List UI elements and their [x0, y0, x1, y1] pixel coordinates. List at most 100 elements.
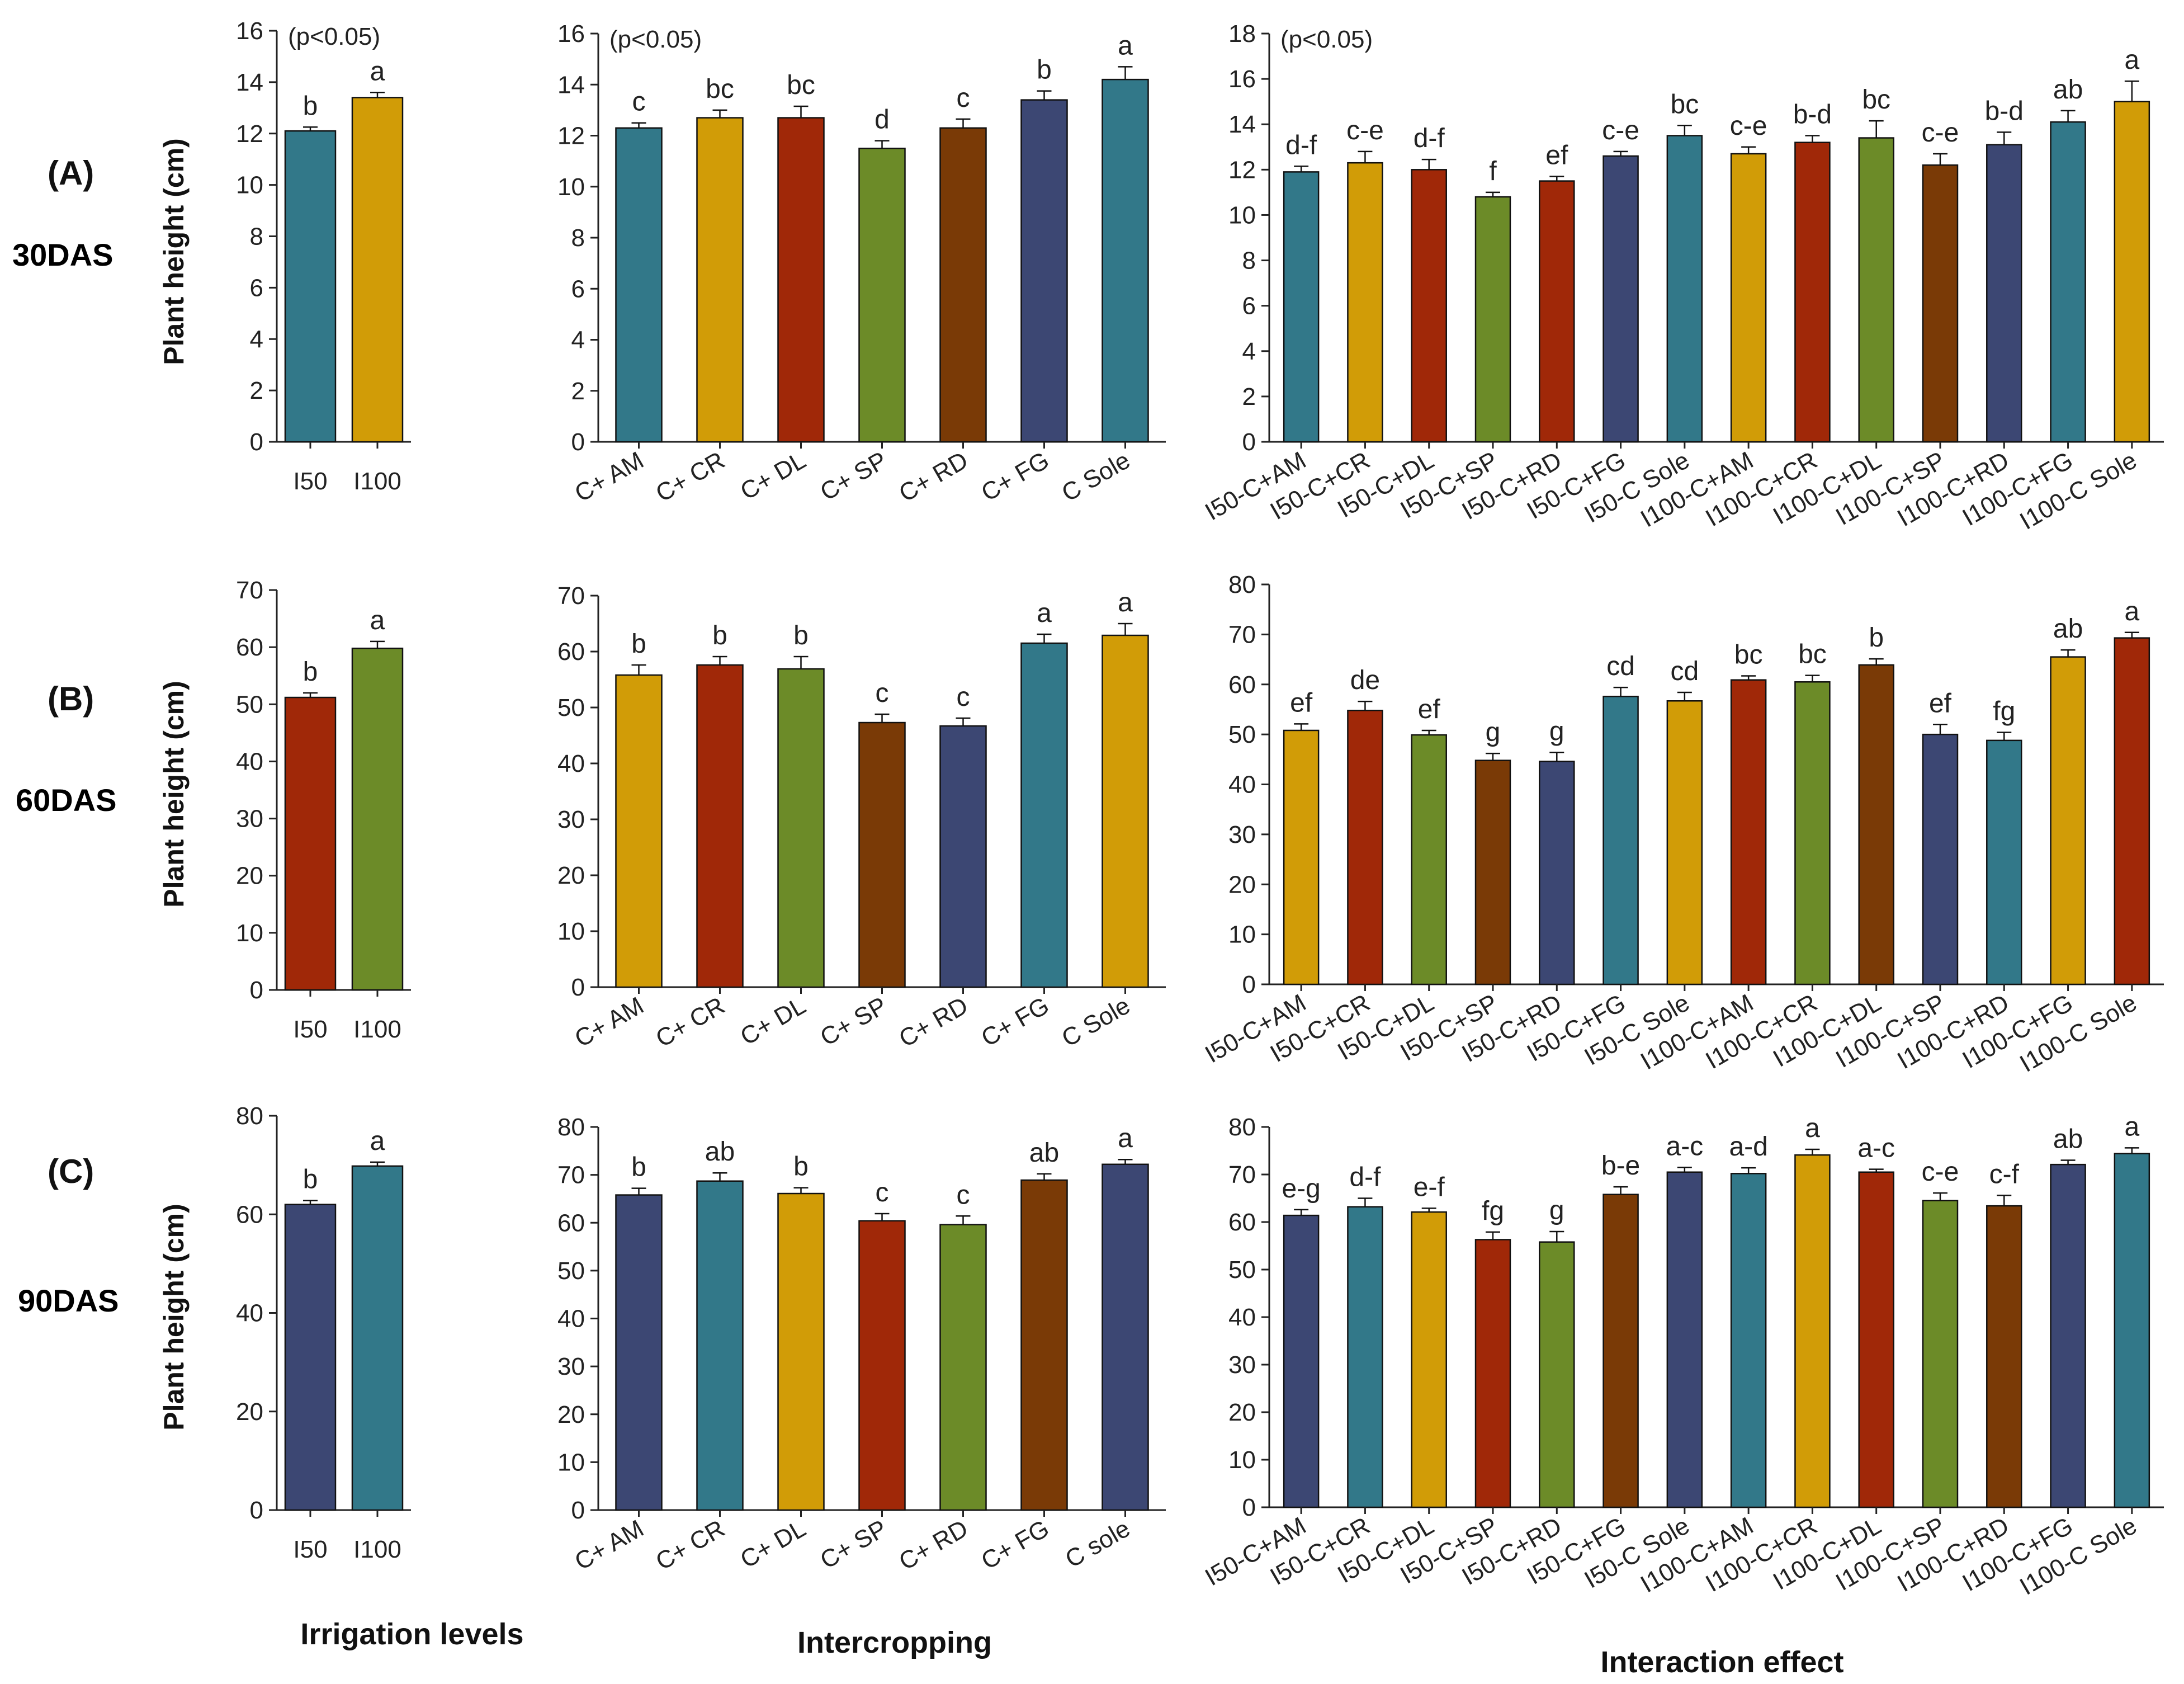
y-tick-label: 2 [1242, 383, 1256, 411]
significance-letter: a [1118, 31, 1133, 60]
y-tick-label: 20 [236, 1398, 263, 1426]
bar [1102, 1163, 1149, 1511]
y-tick-label: 30 [1228, 1351, 1256, 1379]
bar [2050, 121, 2086, 443]
bar [1986, 739, 2022, 985]
significance-letter: b [303, 91, 318, 121]
y-tick-label: 10 [1228, 201, 1256, 229]
y-tick-label: 50 [557, 1257, 585, 1285]
x-tick-label: C+ FG [977, 992, 1054, 1052]
panel-c3: 01020304050607080e-gI50-C+AMd-fI50-C+CRe… [1200, 1112, 2164, 1601]
y-tick-label: 0 [571, 974, 585, 1001]
significance-letter: c-e [1602, 116, 1639, 145]
panel-c1: 0 20 40 60 80 b I50 a I100 [236, 1102, 411, 1563]
y-tick-label: 0 [1242, 1494, 1256, 1521]
significance-letter: c-e [1346, 116, 1384, 145]
bar [1602, 695, 1639, 985]
bar [1730, 1173, 1767, 1508]
significance-letter: fg [1482, 1196, 1504, 1226]
bar [2050, 656, 2086, 985]
bar [615, 1194, 663, 1511]
bar [1539, 1241, 1575, 1508]
y-tick-label: 60 [236, 1201, 263, 1228]
significance-note: (p<0.05) [1280, 26, 1373, 53]
bar [1922, 733, 1959, 985]
y-tick-label: 16 [236, 17, 263, 45]
significance-letter: c [632, 87, 646, 117]
significance-letter: g [1549, 1196, 1564, 1225]
bar [696, 664, 744, 988]
bar [1858, 664, 1894, 985]
y-tick-label: 4 [1242, 338, 1256, 365]
y-tick-label: 6 [1242, 293, 1256, 320]
y-tick-label: 40 [557, 750, 585, 777]
row-label-c: (C) [48, 1153, 94, 1190]
y-tick-label: 80 [557, 1114, 585, 1141]
y-tick-label: 50 [1228, 721, 1256, 748]
significance-letter: b [1869, 623, 1884, 653]
x-tick-label: C Sole [1057, 446, 1135, 507]
y-tick-label: 0 [571, 428, 585, 456]
significance-letter: b [712, 621, 727, 650]
x-tick-label: C Sole [1057, 992, 1135, 1052]
y-tick-label: 40 [1228, 1304, 1256, 1331]
y-tick-label: 6 [571, 275, 585, 303]
bar [1666, 1171, 1703, 1508]
y-tick-label: 6 [250, 274, 263, 301]
significance-letter: cd [1671, 657, 1699, 686]
significance-letter: cd [1606, 652, 1635, 681]
panel-b1: 0 10 20 30 40 50 60 70 b I50 a I100 [236, 577, 411, 1043]
y-tick-label: 10 [236, 172, 263, 199]
bar [858, 721, 906, 988]
bar [1922, 164, 1959, 443]
y-tick-label: 20 [557, 1401, 585, 1428]
significance-letter: b [793, 1152, 809, 1182]
y-tick-label: 10 [1228, 1446, 1256, 1474]
significance-letter: bc [706, 74, 734, 104]
y-tick-label: 10 [236, 919, 263, 947]
x-tick-label: I100 [353, 1536, 401, 1563]
y-tick-label: 40 [236, 748, 263, 775]
significance-letter: de [1350, 666, 1380, 695]
bar [1474, 760, 1511, 985]
significance-letter: c-f [1989, 1159, 2020, 1189]
significance-letter: a [2125, 597, 2140, 626]
significance-letter: d-f [1414, 124, 1445, 153]
y-tick-label: 40 [557, 1305, 585, 1333]
y-tick-label: 60 [236, 634, 263, 661]
y-tick-label: 2 [250, 377, 263, 404]
row-label-b: (B) [48, 680, 94, 718]
significance-letter: ab [2053, 75, 2083, 105]
bar [1102, 78, 1149, 443]
significance-letter: g [1486, 718, 1501, 747]
y-tick-label: 16 [1228, 65, 1256, 93]
significance-letter: b [631, 629, 646, 659]
significance-letter: ef [1418, 695, 1441, 724]
bar [1474, 1239, 1511, 1508]
y-tick-label: 60 [1228, 1209, 1256, 1236]
y-tick-label: 20 [1228, 1399, 1256, 1426]
bar [1730, 679, 1767, 985]
y-tick-label: 70 [557, 1162, 585, 1189]
bar [939, 1224, 987, 1511]
x-tick-label: C+ SP [816, 992, 892, 1051]
bar [1347, 709, 1383, 985]
x-tick-label: C sole [1061, 1515, 1135, 1573]
y-tick-label: 10 [557, 1449, 585, 1476]
significance-letter: a [370, 606, 385, 635]
y-tick-label: 30 [1228, 821, 1256, 848]
bar [1986, 1205, 2022, 1508]
significance-letter: bc [787, 70, 815, 100]
y-tick-label: 2 [571, 378, 585, 405]
bar [1347, 1206, 1383, 1508]
y-tick-label: 18 [1228, 20, 1256, 48]
bar [1922, 1200, 1959, 1508]
significance-letter: ef [1290, 688, 1313, 718]
significance-letter: bc [1671, 89, 1699, 119]
significance-letter: a-c [1857, 1134, 1895, 1163]
bar [939, 127, 987, 443]
bar [2114, 637, 2150, 985]
x-tick-label: C+ RD [895, 446, 973, 507]
significance-letter: b-d [1793, 100, 1832, 130]
